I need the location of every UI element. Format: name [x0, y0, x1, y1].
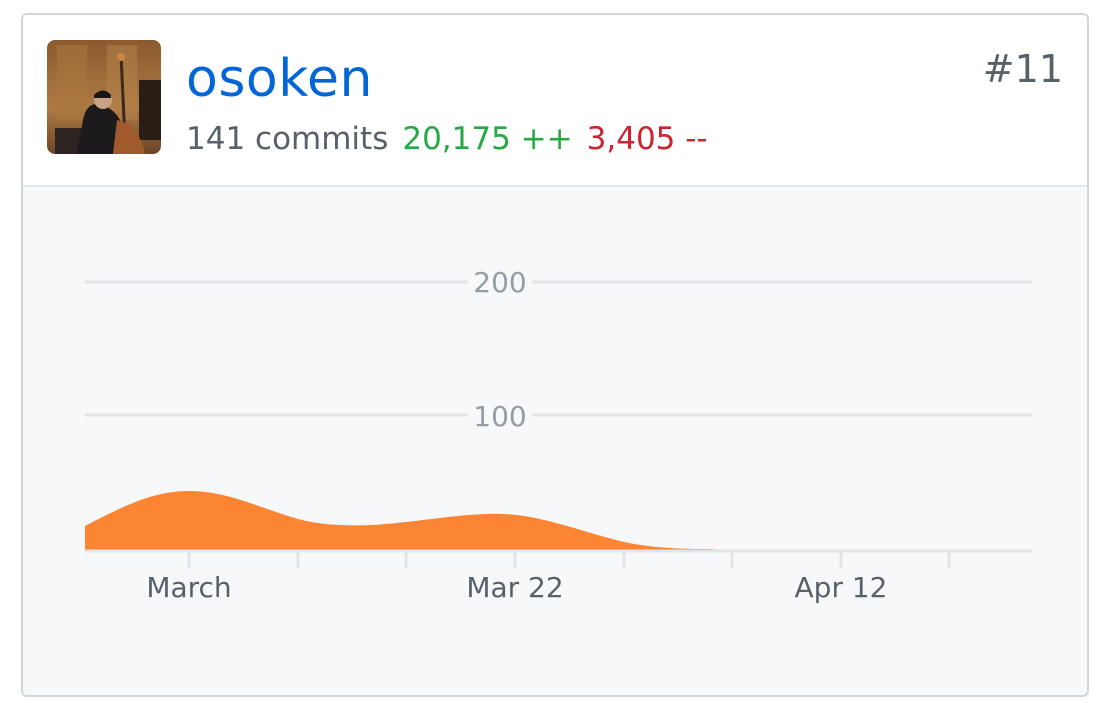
avatar[interactable] — [47, 40, 161, 154]
commits-count[interactable]: 141 commits — [186, 121, 389, 157]
x-tick-label-apr-12: Apr 12 — [795, 571, 888, 604]
commits-area-chart: 200 100 March Mar 22 Apr 12 — [85, 264, 1032, 604]
contributor-rank: #11 — [982, 47, 1063, 91]
contributor-card: osoken 141 commits 20,175 ++ 3,405 -- #11 … — [21, 13, 1089, 697]
username-link[interactable]: osoken — [186, 49, 373, 109]
deletions-count: 3,405 -- — [586, 121, 708, 157]
additions-count: 20,175 ++ — [402, 121, 573, 157]
x-tick-label-mar-22: Mar 22 — [466, 571, 563, 604]
y-tick-label-200: 200 — [473, 266, 526, 299]
x-axis-ticks — [187, 551, 951, 568]
contribution-stats: 141 commits 20,175 ++ 3,405 -- — [186, 119, 708, 159]
y-tick-label-100: 100 — [473, 400, 526, 433]
contributor-header: osoken 141 commits 20,175 ++ 3,405 -- #11 — [23, 15, 1087, 187]
commits-area — [85, 491, 732, 550]
x-tick-label-march: March — [146, 571, 231, 604]
avatar-photo-icon — [47, 40, 161, 154]
